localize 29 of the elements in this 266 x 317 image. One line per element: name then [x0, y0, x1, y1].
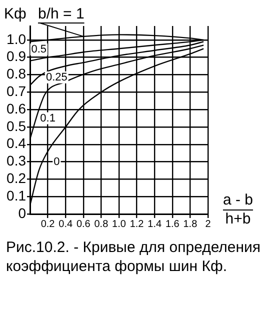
x-tick-label: 1.2: [130, 218, 144, 230]
x-tick-label: 1.0: [112, 218, 126, 230]
x-tick-label: 0.2: [40, 218, 56, 230]
y-tick-label: 0.9: [6, 48, 26, 64]
y-tick-label: 0.7: [6, 83, 26, 100]
x-tick-label: 0.6: [76, 218, 91, 230]
x-tick-label: 2: [205, 218, 212, 230]
y-tick-label: 0.5: [6, 118, 26, 134]
x-axis-title: a - b h+b: [222, 192, 254, 228]
y-tick-label: 0.8: [6, 66, 26, 82]
series-label: 0.25: [46, 71, 68, 84]
y-axis-title: Kф: [4, 6, 26, 23]
x-tick-label: 1.6: [165, 218, 180, 230]
y-tick-label: 0.3: [6, 152, 26, 169]
y-tick-label: 0.2: [6, 170, 26, 186]
y-tick-label: 0.4: [6, 135, 26, 152]
y-tick-label: 0.6: [6, 100, 26, 116]
y-tick-label: 0.1: [6, 187, 26, 204]
series-label: b/h = 1: [38, 6, 84, 23]
series-label: 0.1: [40, 112, 56, 124]
y-tick-label: 0: [18, 204, 26, 221]
x-tick-label: 0.4: [58, 218, 73, 230]
x-tick-label: 1.4: [148, 218, 162, 230]
series-label: 0.5: [31, 44, 47, 56]
series-label: 0: [54, 156, 60, 168]
x-tick-label: 0.8: [94, 218, 109, 230]
text: Рис.10.2. - Кривые для определения коэффициента формы шин Кф.: [6, 238, 262, 276]
x-tick-label: 1.8: [183, 218, 198, 230]
y-tick-label: 1.0: [6, 30, 26, 47]
